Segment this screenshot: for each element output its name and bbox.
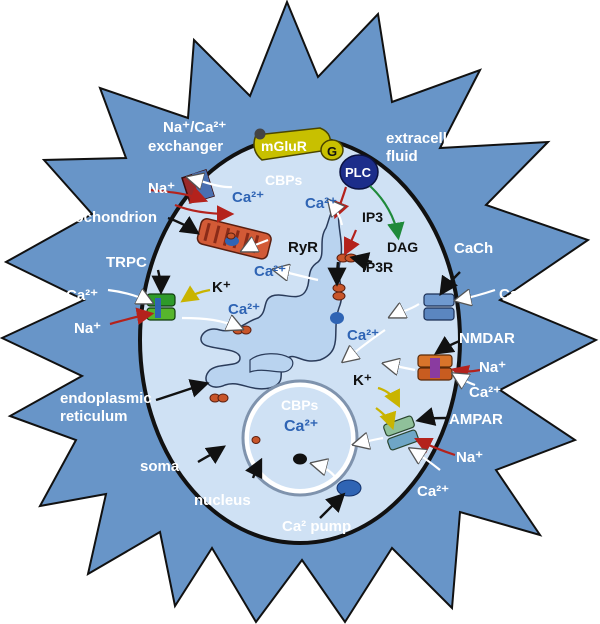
ca-cyto-left-label: Ca²⁺ — [254, 263, 286, 280]
na-trpc-label: Na⁺ — [74, 320, 101, 337]
endoplasmic-reticulum — [200, 203, 343, 390]
soma-label: soma — [140, 458, 180, 475]
er-label: endoplasmic — [60, 390, 152, 407]
na-exchanger-label: Na⁺ — [148, 180, 175, 197]
nmdar-label: NMDAR — [459, 330, 515, 347]
mglur-label: mGluR — [261, 138, 307, 154]
nca-exchanger-label-2: exchanger — [148, 138, 223, 155]
dag-label: DAG — [387, 239, 418, 255]
ryr-label: RyR — [288, 239, 318, 256]
extracellular-label-2: fluid — [386, 148, 418, 165]
ip3r-label: IP3R — [362, 259, 393, 275]
er-label-2: reticulum — [60, 408, 128, 425]
ca-nucleus-label: Ca²⁺ — [284, 418, 318, 435]
mglur-receptor — [253, 127, 344, 161]
ampar-label: AMPAR — [449, 411, 503, 428]
cbps-top-label: CBPs — [265, 172, 303, 188]
cbps-nucleus-label: CBPs — [281, 397, 319, 413]
k-trpc-label: K⁺ — [212, 279, 231, 296]
ca-nmdar-label: Ca²⁺ — [469, 384, 501, 401]
ca-ampar-label: Ca²⁺ — [417, 483, 449, 500]
nucleus-label: nucleus — [194, 492, 251, 509]
mitochondrion-label: mitochondrion — [52, 209, 157, 226]
ca-right-label: Ca²⁺ — [347, 327, 379, 344]
nmdar-channel — [417, 354, 453, 381]
trpc-label: TRPC — [106, 254, 147, 271]
cach-label: CaCh — [454, 240, 493, 257]
ampar-channel — [383, 415, 419, 451]
ca-cach-label: Ca²⁺ — [499, 286, 531, 303]
er-fold — [249, 353, 294, 373]
na-nmdar-label: Na⁺ — [479, 359, 506, 376]
ca-pump — [336, 479, 362, 497]
ip3-label: IP3 — [362, 209, 383, 225]
plc-enzyme — [339, 154, 379, 190]
ca-cyto-mid-label: Ca²⁺ — [228, 301, 260, 318]
k-nmdar-label: K⁺ — [353, 372, 372, 389]
ca-trpc-label: Ca²⁺ — [66, 287, 98, 304]
er-pump — [330, 312, 344, 324]
na-ampar-label: Na⁺ — [456, 449, 483, 466]
nucleolus — [293, 453, 307, 465]
plc-label: PLC — [345, 165, 372, 180]
ca-exchanger-label: Ca²⁺ — [232, 189, 264, 206]
nca-exchanger-label: Na⁺/Ca²⁺ — [163, 119, 226, 136]
ca-pump-label: Ca² pump — [282, 518, 351, 535]
g-protein-label: G — [327, 144, 337, 159]
ca-top-label: Ca²⁺ — [305, 195, 337, 212]
extracellular-label: extracellular — [386, 130, 475, 147]
